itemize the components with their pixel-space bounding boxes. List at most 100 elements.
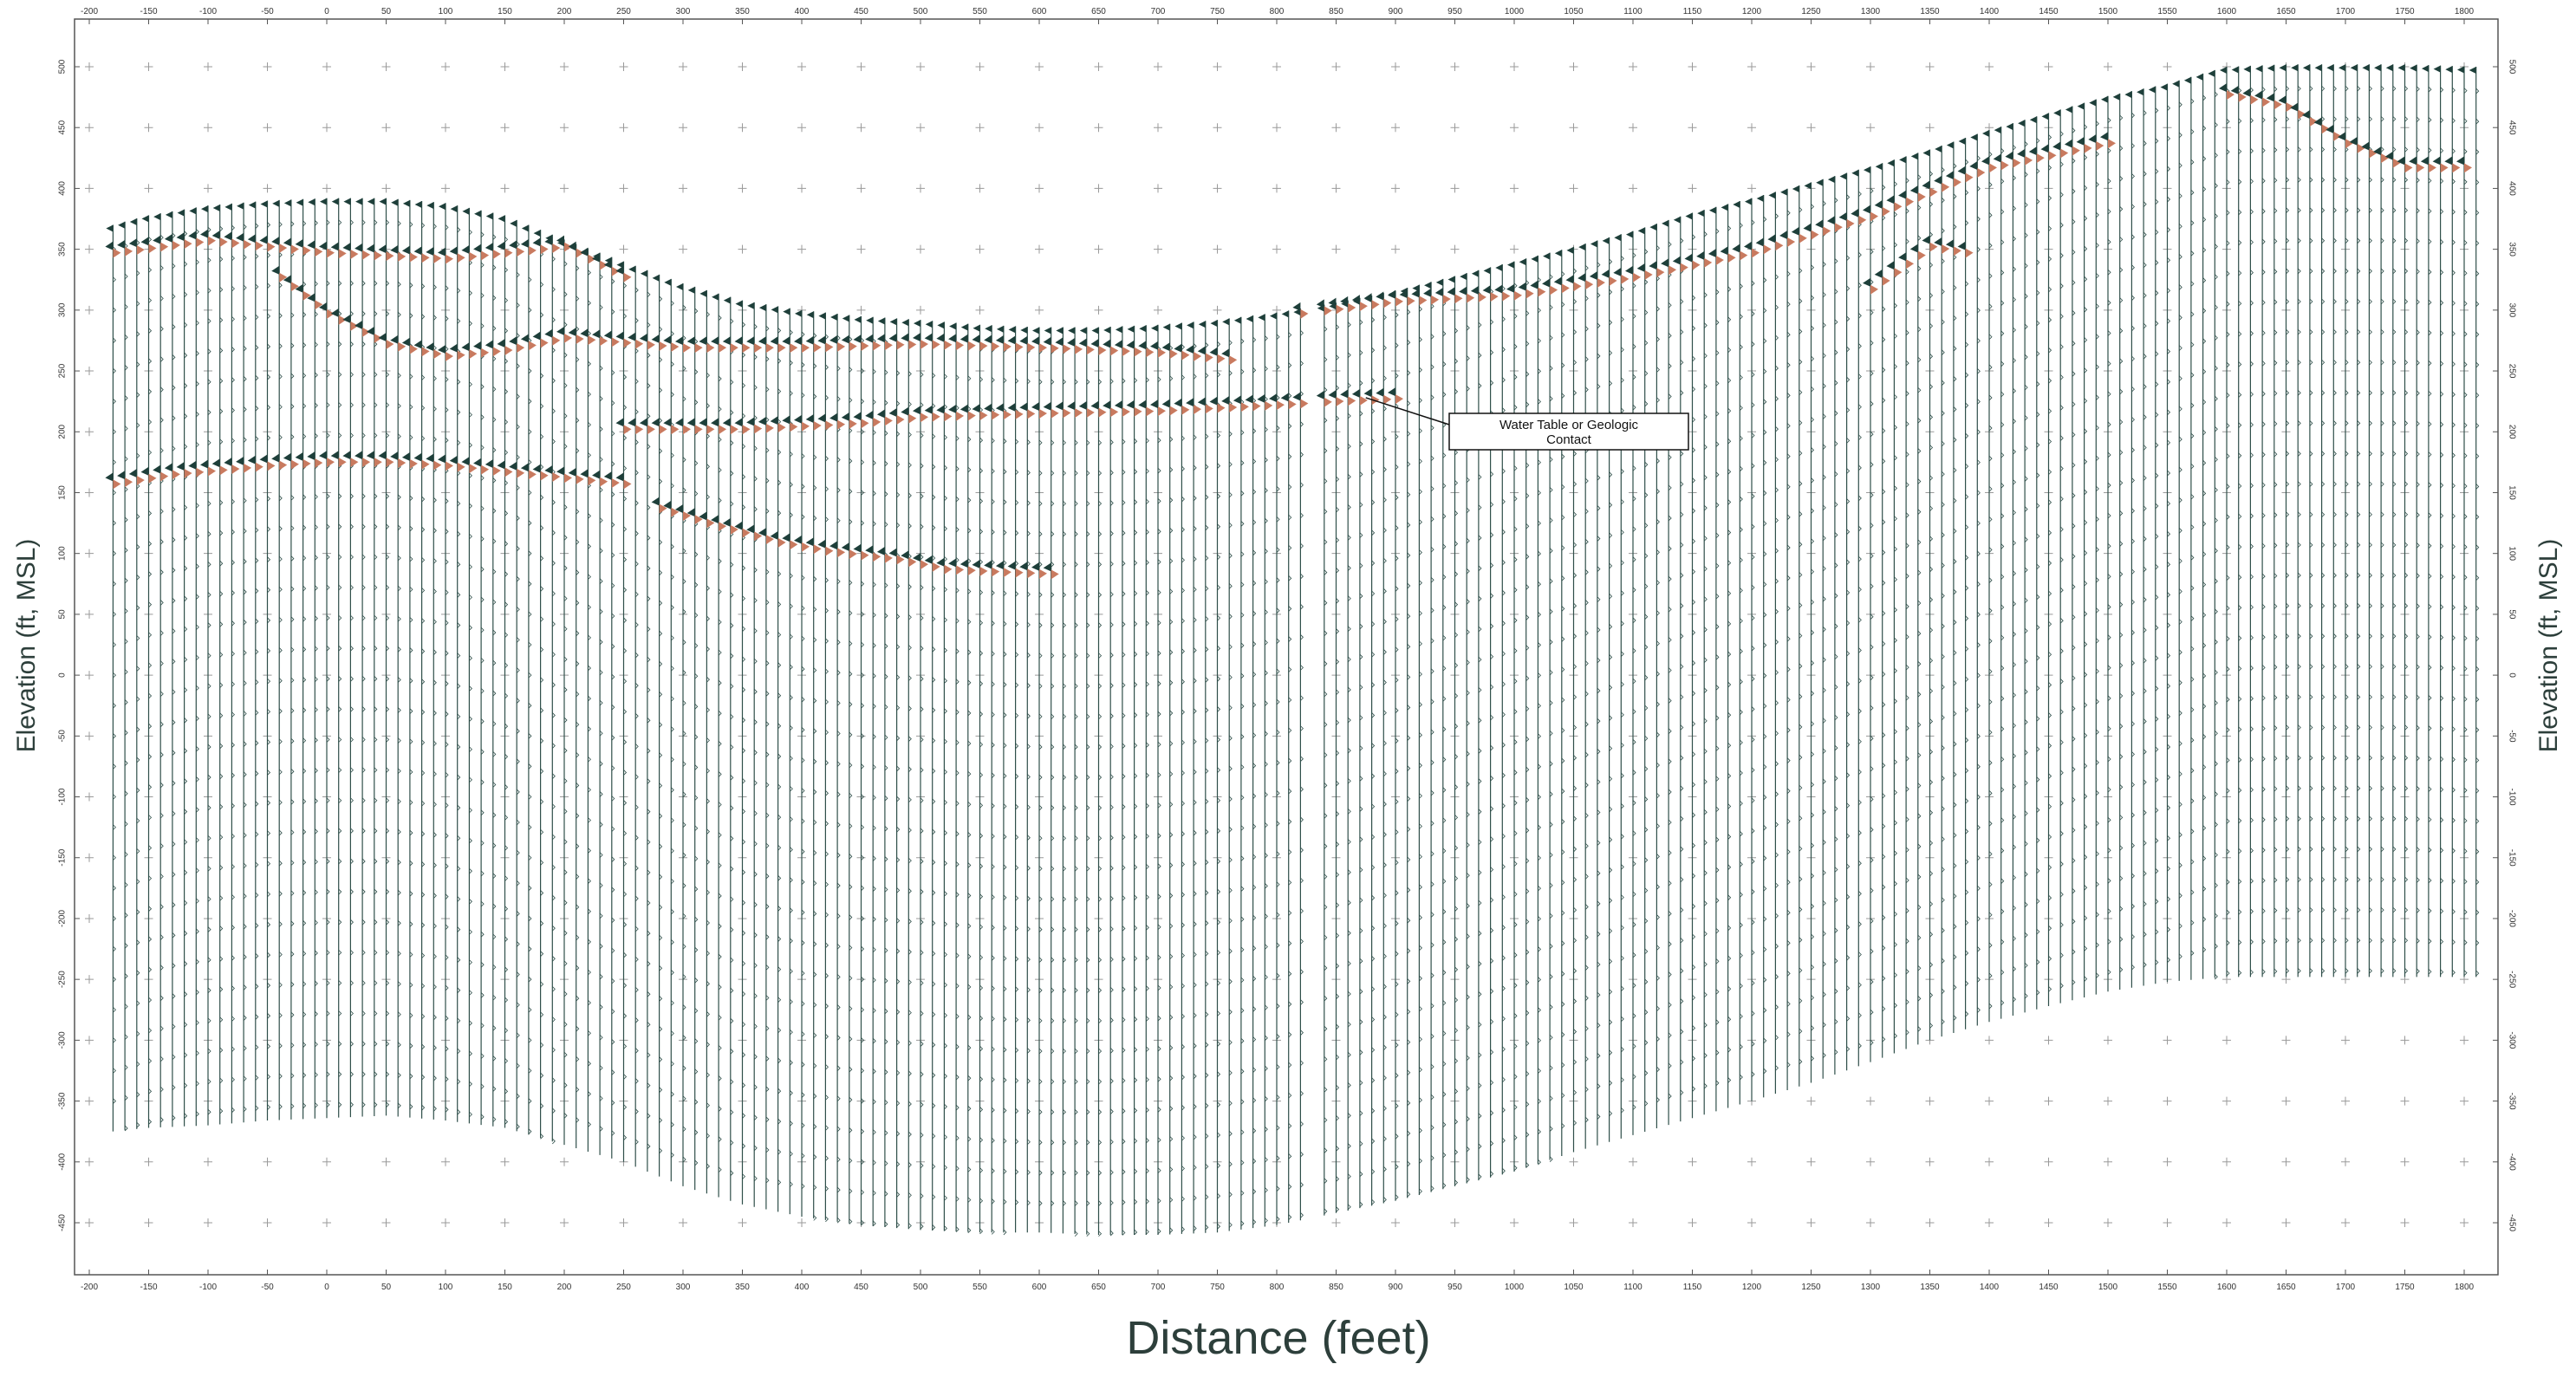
- trace-wiggle: [563, 930, 568, 937]
- trace-wiggle: [1193, 678, 1197, 684]
- trace-wiggle: [1015, 652, 1019, 658]
- trace-wiggle: [374, 493, 378, 499]
- trace-wiggle: [1217, 949, 1221, 956]
- trace-wiggle: [1300, 1120, 1304, 1127]
- trace-wiggle: [433, 345, 437, 351]
- trace-wiggle: [1217, 1071, 1221, 1077]
- trace-wiggle: [113, 885, 116, 892]
- grid-plus-marker: [619, 244, 628, 254]
- trace-wiggle: [1146, 1046, 1149, 1053]
- trace-wiggle: [421, 892, 426, 898]
- trace-wiggle: [421, 1043, 426, 1050]
- trace-wiggle: [623, 587, 628, 594]
- trace-wiggle: [647, 1022, 651, 1028]
- trace-wiggle: [172, 354, 176, 360]
- trace-wiggle: [576, 751, 580, 758]
- trace-wiggle: [361, 523, 366, 530]
- trace-wiggle: [623, 678, 628, 685]
- trace-wiggle: [1027, 591, 1031, 598]
- trace-wiggle: [1240, 1068, 1245, 1075]
- trace-wiggle: [884, 826, 888, 832]
- trace-wiggle: [753, 1114, 758, 1120]
- trace-wiggle: [1134, 955, 1138, 962]
- trace-wiggle: [1265, 640, 1268, 646]
- grid-plus-marker: [85, 305, 94, 315]
- trace-wiggle: [504, 571, 509, 577]
- trace-wiggle: [765, 417, 770, 423]
- trace-wiggle: [159, 995, 164, 1002]
- trace-wiggle: [944, 1073, 947, 1080]
- grid-plus-marker: [560, 1218, 569, 1227]
- trace-wiggle: [1217, 1101, 1221, 1108]
- trace-wiggle: [1347, 504, 1351, 510]
- trace-wiggle: [113, 915, 116, 922]
- grid-plus-marker: [1094, 305, 1103, 315]
- trace-wiggle: [623, 647, 628, 654]
- trace-wiggle: [1015, 1047, 1019, 1054]
- grid-plus-marker: [1806, 1157, 1816, 1166]
- trace-wiggle: [967, 619, 972, 625]
- trace-wiggle: [967, 710, 972, 717]
- trace-wiggle: [492, 1025, 497, 1031]
- trace-wiggle: [196, 259, 199, 265]
- trace-wiggle: [290, 1073, 295, 1079]
- trace-wiggle: [397, 1102, 401, 1109]
- trace-wiggle: [790, 724, 793, 731]
- trace-wiggle: [801, 666, 805, 672]
- trace-wiggle: [1003, 773, 1007, 779]
- trace-wiggle: [267, 770, 271, 776]
- trace-wiggle: [1134, 1107, 1138, 1114]
- trace-wiggle: [1157, 984, 1161, 991]
- trace-wiggle: [991, 925, 995, 931]
- trace-wiggle: [1109, 1108, 1114, 1114]
- trace-wiggle: [159, 721, 164, 728]
- trace-wiggle: [1193, 769, 1197, 776]
- trace-wiggle: [421, 1104, 426, 1111]
- trace-wiggle: [136, 939, 140, 945]
- trace-wiggle: [1134, 773, 1138, 779]
- trace-wiggle: [1265, 1187, 1268, 1193]
- trace-wiggle: [932, 1193, 936, 1200]
- trace-wiggle: [599, 761, 603, 767]
- trace-wiggle: [790, 390, 793, 397]
- trace-wiggle: [967, 984, 972, 991]
- trace-wiggle: [326, 1010, 330, 1017]
- trace-wiggle: [231, 802, 235, 809]
- trace-wiggle: [576, 874, 580, 880]
- trace-wiggle: [386, 523, 390, 530]
- trace-wiggle: [516, 241, 520, 248]
- trace-wiggle: [1109, 1199, 1114, 1206]
- trace-wiggle: [682, 731, 686, 737]
- trace-wiggle: [730, 805, 734, 811]
- trace-wiggle: [718, 649, 722, 656]
- trace-wiggle: [634, 895, 639, 902]
- trace-wiggle: [1347, 960, 1351, 967]
- trace-wiggle: [231, 711, 235, 718]
- trace-wiggle: [801, 575, 805, 581]
- trace-wiggle: [1205, 646, 1209, 653]
- trace-wiggle: [136, 270, 140, 276]
- trace-wiggle: [1181, 435, 1185, 442]
- trace-wiggle: [207, 987, 211, 994]
- trace-wiggle: [159, 234, 164, 241]
- trace-wiggle: [1122, 926, 1126, 932]
- trace-wiggle: [504, 692, 509, 699]
- trace-wiggle: [563, 1082, 568, 1088]
- trace-wiggle: [861, 1128, 865, 1134]
- trace-wiggle: [1063, 562, 1066, 568]
- trace-wiggle: [1086, 926, 1090, 932]
- trace-wiggle: [361, 828, 366, 835]
- trace-wiggle: [1157, 1167, 1161, 1173]
- trace-wiggle: [896, 735, 901, 742]
- trace-wiggle: [516, 1093, 520, 1100]
- trace-wiggle: [196, 1049, 199, 1056]
- trace-wiggle: [516, 758, 520, 765]
- trace-wiggle: [682, 974, 686, 980]
- trace-wiggle: [576, 843, 580, 849]
- trace-wiggle: [718, 679, 722, 686]
- trace-wiggle: [469, 594, 472, 601]
- trace-wiggle: [1228, 765, 1233, 772]
- trace-wiggle: [113, 763, 116, 770]
- trace-wiggle: [457, 804, 461, 811]
- trace-wiggle: [1205, 1224, 1209, 1231]
